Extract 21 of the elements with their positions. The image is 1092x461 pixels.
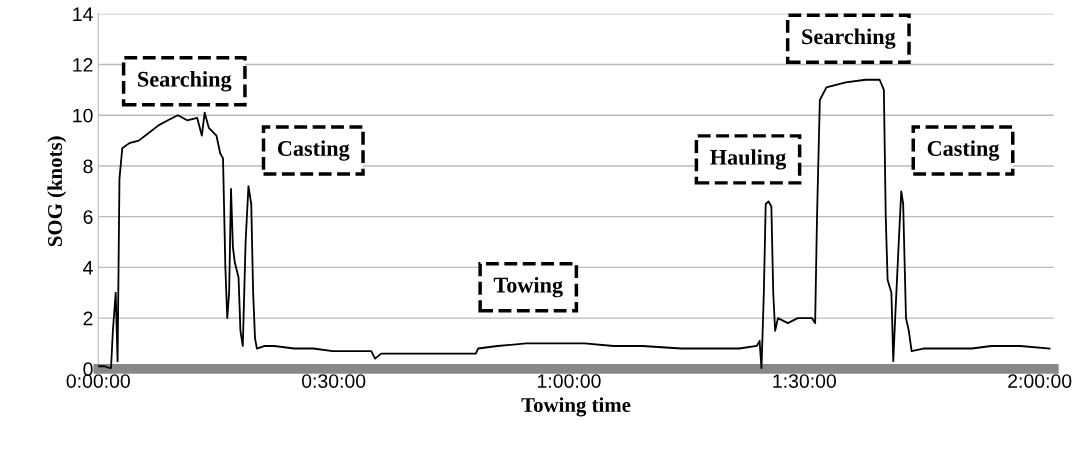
y-tick-label: 2: [83, 311, 93, 326]
y-tick-label: 8: [83, 159, 93, 174]
annotation: Searching: [138, 71, 232, 92]
x-tick-label: 1:30:00: [773, 374, 836, 388]
x-tick-label: 1:00:00: [538, 374, 601, 388]
y-tick-label: 4: [83, 261, 93, 275]
y-tick-label: 6: [83, 210, 93, 224]
y-axis-title: SOG (knots): [47, 136, 67, 247]
annotation: Casting: [927, 140, 1000, 161]
y-tick-label: 0: [83, 362, 93, 377]
annotation: Hauling: [710, 149, 787, 170]
x-tick-label: 0:00:00: [66, 374, 130, 388]
annotation: Towing: [493, 276, 563, 298]
x-tick-label: 0:30:00: [301, 374, 366, 388]
y-tick-label: 10: [73, 108, 93, 123]
x-axis-title: Towing time: [521, 397, 631, 417]
annotation: Searching: [802, 28, 896, 49]
y-tick-label: 14: [73, 7, 93, 21]
annotation: Casting: [277, 140, 350, 161]
y-tick-label: 12: [73, 58, 93, 72]
x-tick-label: 2:00:00: [1008, 374, 1072, 388]
